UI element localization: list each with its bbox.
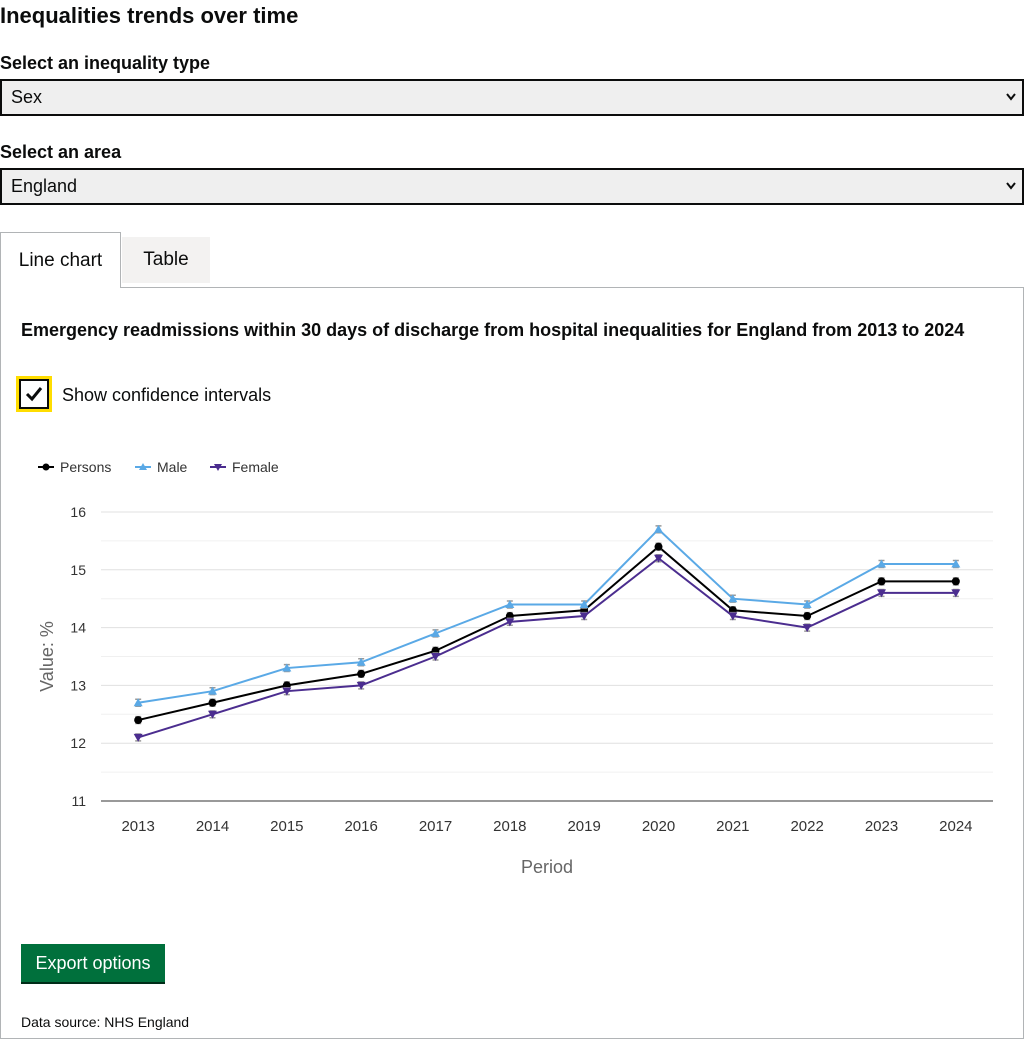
data-point-persons — [134, 716, 143, 725]
area-label: Select an area — [0, 142, 122, 162]
chevron-down-icon — [1006, 182, 1016, 190]
data-point-persons — [877, 577, 886, 586]
data-point-female — [877, 589, 886, 598]
x-tick-label: 2014 — [196, 818, 229, 835]
tab-table[interactable]: Table — [122, 237, 210, 283]
legend-female-marker-icon — [210, 464, 226, 471]
inequality-type-label: Select an inequality type — [0, 53, 211, 73]
page-heading: Inequalities trends over time — [0, 3, 299, 28]
inequality-type-select[interactable]: Sex — [0, 79, 1024, 116]
area-value: England — [11, 176, 78, 196]
data-point-persons — [951, 577, 960, 586]
confidence-intervals-label[interactable]: Show confidence intervals — [62, 385, 272, 405]
data-point-female — [654, 554, 663, 563]
y-tick-label: 12 — [70, 735, 86, 751]
data-point-male — [877, 559, 886, 568]
y-axis-title: Value: % — [37, 621, 57, 692]
data-point-persons — [208, 698, 217, 707]
series-line-persons — [137, 545, 956, 722]
legend-persons[interactable]: Persons — [38, 458, 111, 476]
data-point-female — [133, 733, 143, 742]
data-point-female — [431, 653, 440, 661]
line-chart: 11 12 13 14 15 16 2013 2014 2015 2016 2017 2018 2019… — [37, 504, 993, 877]
data-point-male — [802, 599, 812, 608]
chevron-down-icon — [1006, 93, 1016, 101]
data-point-persons — [654, 542, 663, 551]
checkmark-icon — [25, 387, 43, 402]
data-point-male — [208, 686, 217, 695]
legend-male-label: Male — [157, 459, 188, 475]
data-point-persons — [803, 612, 812, 621]
x-tick-label: 2024 — [939, 818, 972, 835]
chart-title: Emergency readmissions within 30 days of… — [21, 320, 965, 340]
data-point-male — [282, 663, 292, 672]
x-tick-label: 2022 — [790, 818, 823, 835]
y-tick-label: 15 — [70, 562, 86, 578]
x-tick-label: 2016 — [344, 818, 377, 835]
data-point-female — [505, 618, 515, 627]
x-tick-label: 2018 — [493, 818, 526, 835]
y-tick-label: 14 — [70, 620, 86, 636]
data-point-male — [728, 594, 738, 603]
series-line-female — [137, 556, 956, 739]
export-options-button[interactable]: Export options — [21, 944, 165, 982]
tab-panel — [0, 287, 1024, 1039]
data-point-male — [654, 524, 663, 533]
x-tick-label: 2015 — [270, 818, 303, 835]
data-point-male — [951, 559, 961, 568]
confidence-intervals-checkbox[interactable] — [16, 376, 52, 412]
legend-female-label: Female — [232, 459, 279, 475]
data-point-female — [356, 681, 366, 690]
legend-male-marker-icon — [135, 463, 151, 470]
data-point-female — [728, 612, 738, 621]
data-point-persons — [357, 669, 366, 678]
data-point-female — [579, 612, 589, 621]
legend-male[interactable]: Male — [135, 458, 187, 476]
inequality-type-value: Sex — [11, 87, 43, 107]
x-tick-label: 2023 — [865, 818, 898, 835]
y-tick-label: 13 — [70, 677, 86, 693]
y-tick-label: 16 — [70, 504, 86, 520]
x-tick-label: 2019 — [567, 818, 600, 835]
y-tick-label: 11 — [71, 793, 86, 809]
data-point-female — [282, 687, 292, 696]
data-point-female — [208, 710, 217, 719]
legend-persons-marker-icon — [38, 463, 54, 471]
data-point-male — [133, 698, 143, 707]
x-tick-label: 2020 — [642, 818, 675, 835]
legend-female[interactable]: Female — [210, 458, 279, 476]
data-source: Data source: NHS England — [21, 1014, 190, 1030]
legend-persons-label: Persons — [60, 459, 112, 475]
x-tick-label: 2017 — [419, 818, 452, 835]
data-point-male — [356, 657, 366, 666]
data-point-male — [431, 628, 440, 637]
series-line-male — [138, 527, 956, 704]
x-tick-label: 2021 — [716, 818, 749, 835]
data-point-female — [951, 589, 961, 598]
area-select[interactable]: England — [0, 168, 1024, 205]
x-axis-title: Period — [521, 857, 573, 877]
x-tick-label: 2013 — [121, 818, 154, 835]
data-point-male — [505, 599, 515, 608]
data-point-female — [802, 624, 812, 633]
data-point-male — [579, 599, 589, 608]
tab-line-chart[interactable]: Line chart — [0, 232, 121, 288]
